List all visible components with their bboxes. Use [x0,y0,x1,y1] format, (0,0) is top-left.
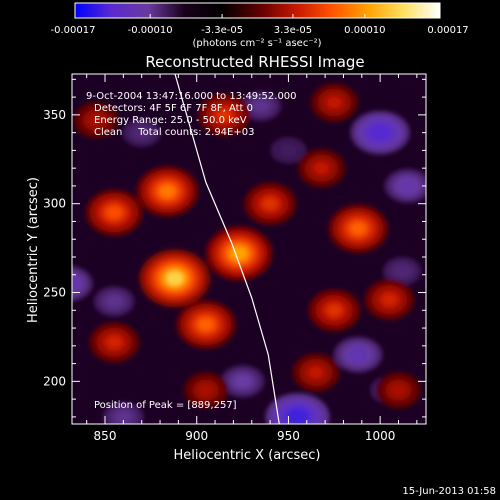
heatmap-hot-blob [391,384,405,396]
heatmap-hot-blob [199,384,213,396]
annotations: 9-Oct-2004 13:47:16.000 to 13:49:52.000 … [86,91,297,411]
heatmap-hot-blob [327,304,342,317]
y-axis-ticks: 200 250 300 350 [43,78,426,418]
heatmap-hot-blob [89,114,103,126]
colorbar-gradient [75,3,440,18]
plot-frame [71,73,427,425]
annotation-time: 9-Oct-2004 13:47:16.000 to 13:49:52.000 [86,91,297,102]
heatmap-hot-blob [159,184,176,198]
heatmap-cold-blob [286,408,310,424]
heatmap-hot-blob [198,318,214,331]
y-tick-label: 200 [43,374,66,388]
y-tick-label: 350 [43,108,66,122]
heatmap-cold-blob [398,179,417,193]
heatmap-cold-blob [369,124,391,141]
heatmap-cold-blob [348,347,368,362]
colorbar-tick-label: -3.3e-05 [201,25,243,36]
heatmap-cold-blob [233,374,252,388]
heatmap-hot-blob [382,293,397,306]
x-axis-ticks: 850 900 950 1000 [86,74,418,443]
colorbar-frame [74,2,441,19]
heatmap-hot-blob [327,96,341,108]
chart-title: Reconstructed RHESSI Image [145,53,364,71]
y-tick-label: 300 [43,197,66,211]
x-tick-label: 1000 [365,429,396,443]
heatmap-hot-blob [217,109,232,121]
heatmap-hot-blob [166,271,184,286]
heatmap-cold-blob [114,410,132,424]
heatmap-cold-blob [72,277,78,291]
heatmap-hot-blob [262,197,278,210]
colorbar-ticks: -0.00017 -0.00010 -3.3e-05 3.3e-05 0.00010 0.… [51,14,469,36]
plot-area [72,74,426,424]
x-axis-label: Heliocentric X (arcsec) [174,448,321,463]
colorbar-unit-label: (photons cm⁻² s⁻¹ asec⁻²) [192,38,321,49]
annotation-clean: Clean Total counts: 2.94E+03 [94,127,254,138]
colorbar-tick-label: 3.3e-05 [274,25,312,36]
solar-limb-line [174,74,280,424]
colorbar: -0.00017 -0.00010 -3.3e-05 3.3e-05 0.00010 0.… [51,2,469,49]
footer-date: 15-Jun-2013 01:58 [402,486,496,497]
colorbar-tick-label: -0.00010 [128,25,173,36]
heatmap-cold-blob [393,265,411,278]
heatmap-cold-blob [133,126,150,139]
heatmap-image [72,83,426,424]
heatmap-cold-blob [105,295,123,308]
x-tick-label: 900 [185,429,208,443]
heatmap-cold-blob [252,99,270,113]
heatmap-hot-blob [106,206,122,219]
x-tick-label: 850 [94,429,117,443]
colorbar-tick-label: 0.00010 [344,25,385,36]
annotation-peak: Position of Peak = [889,257] [94,400,237,411]
x-tick-label: 950 [277,429,300,443]
annotation-detectors: Detectors: 4F 5F 6F 7F 8F, Att 0 [94,103,253,114]
heatmap-hot-blob [107,336,122,348]
y-axis-label: Heliocentric Y (arcsec) [26,177,41,323]
heatmap-hot-blob [309,366,323,378]
heatmap-cold-blob [280,144,297,157]
annotation-energy: Energy Range: 25.0 - 50.0 keV [94,115,247,126]
colorbar-tick-label: 0.00017 [427,25,468,36]
heatmap-hot-blob [314,162,329,174]
colorbar-tick-label: -0.00017 [51,25,96,36]
y-tick-label: 250 [43,286,66,300]
heatmap-hot-blob [350,222,366,235]
